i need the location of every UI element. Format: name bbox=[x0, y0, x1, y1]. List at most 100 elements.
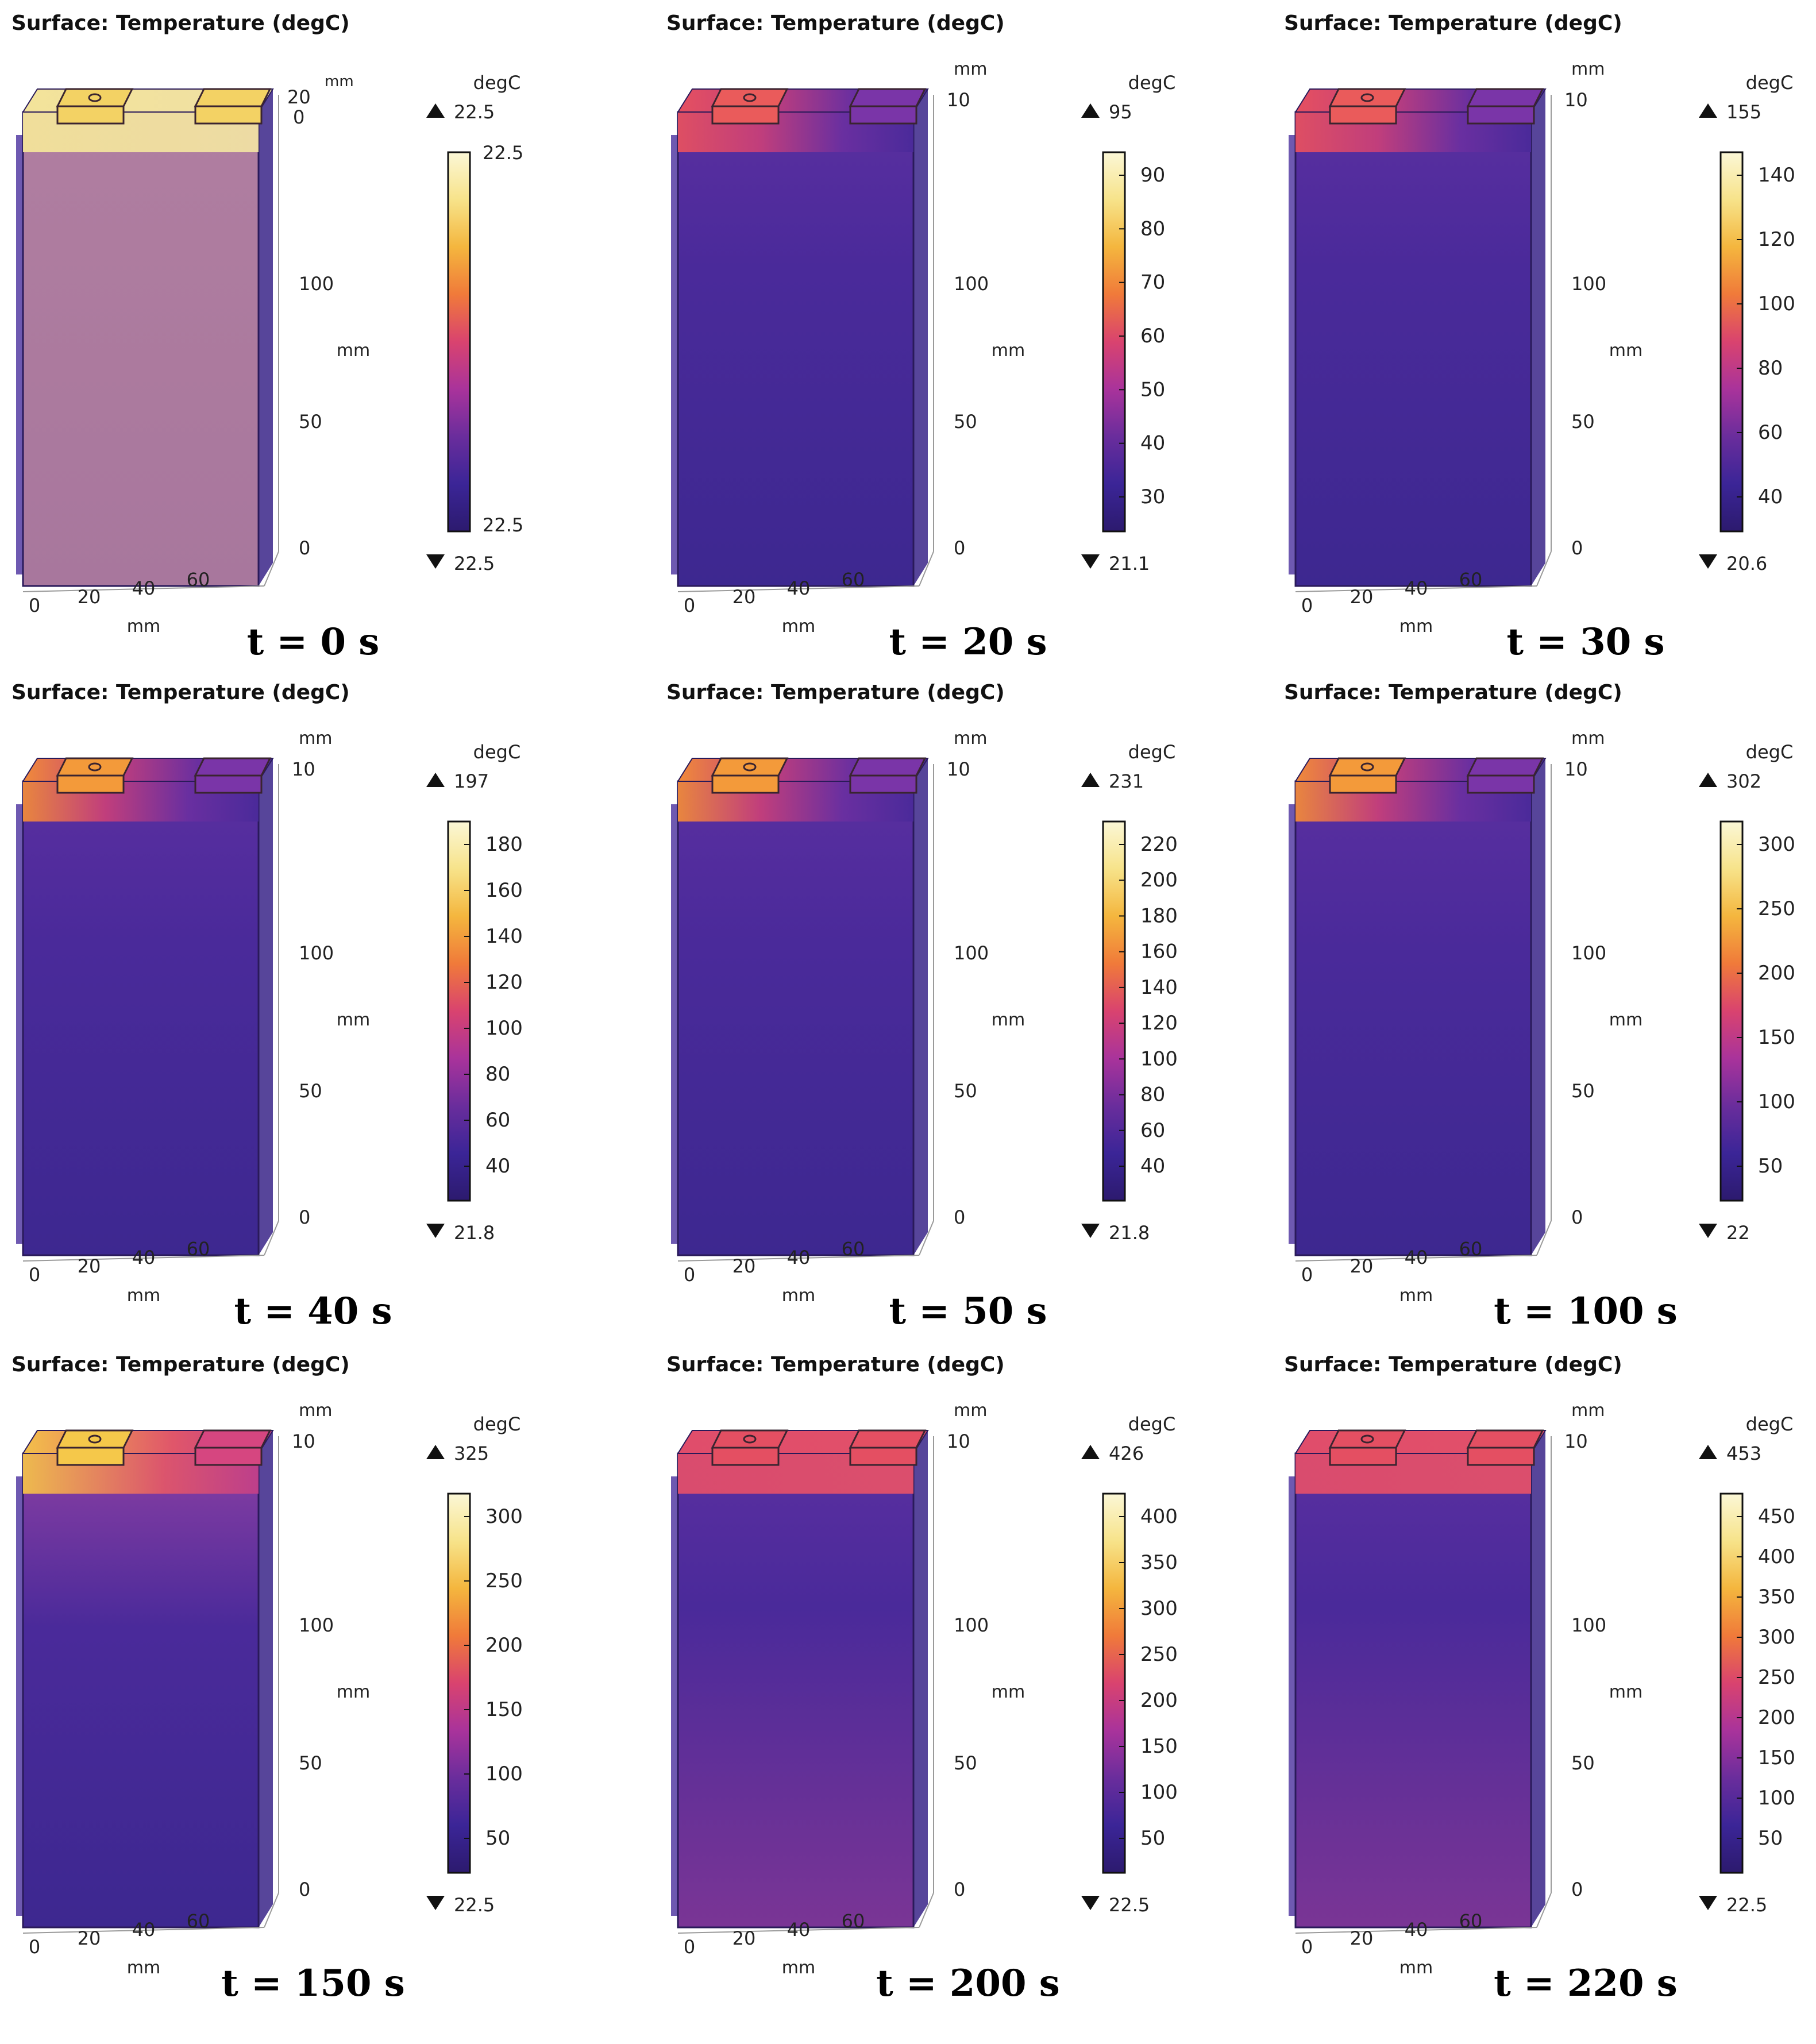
axis-box bbox=[677, 764, 934, 1262]
min-value-label: 20.6 bbox=[1726, 553, 1767, 574]
x-tick-label: 60 bbox=[842, 569, 865, 591]
x-tick-label: 60 bbox=[1459, 569, 1483, 591]
z-tick-label: 50 bbox=[954, 1752, 977, 1774]
colorbar-tick-label: 400 bbox=[1140, 1505, 1178, 1528]
plot-title: Surface: Temperature (degC) bbox=[666, 11, 1005, 35]
time-caption: t = 100 s bbox=[1494, 1290, 1678, 1333]
terminal-vent-mark bbox=[88, 762, 102, 772]
y-axis-label: mm bbox=[1571, 59, 1605, 79]
axis-box bbox=[1295, 764, 1552, 1262]
plot-panel: Surface: Temperature (degC) 0 20 40 60 mm 0 50 1… bbox=[1284, 11, 1816, 684]
time-caption: t = 220 s bbox=[1494, 1962, 1678, 2005]
terminal-negative-front bbox=[1467, 1447, 1535, 1466]
colorbar-tick-label: 150 bbox=[485, 1698, 523, 1721]
x-tick-label: 40 bbox=[132, 1247, 156, 1268]
battery-side-face bbox=[1531, 89, 1545, 586]
colorbar-unit-label: degC bbox=[1746, 741, 1794, 763]
colorbar-tick-label: 50 bbox=[1758, 1155, 1783, 1178]
max-value-label: 302 bbox=[1726, 770, 1761, 792]
plot-canvas: 0 20 40 60 mm 0 50 100 mm 10 mm degC 95 21.1 90 80 70 60 5… bbox=[671, 59, 1175, 637]
z-tick-label: 50 bbox=[299, 1080, 322, 1102]
z-tick-label: 0 bbox=[954, 1879, 965, 1900]
terminal-negative-front bbox=[849, 774, 917, 794]
colorbar-tick-label: 450 bbox=[1758, 1505, 1795, 1528]
min-triangle-icon bbox=[1699, 554, 1717, 569]
colorbar-tick-label: 50 bbox=[1140, 378, 1165, 401]
colorbar-tick-label: 250 bbox=[485, 1569, 523, 1592]
colorbar-tick-label: 200 bbox=[1758, 1706, 1795, 1729]
colorbar-tick-label: 400 bbox=[1758, 1545, 1795, 1568]
battery-front-face bbox=[1294, 1452, 1532, 1929]
z-axis-label: mm bbox=[992, 341, 1025, 361]
colorbar bbox=[447, 820, 471, 1202]
z-tick-label: 0 bbox=[299, 1879, 310, 1900]
colorbar-tick-label: 80 bbox=[1758, 357, 1783, 380]
terminal-positive-front bbox=[1329, 1447, 1397, 1466]
max-triangle-icon bbox=[1081, 773, 1100, 787]
y-axis-label: mm bbox=[954, 59, 987, 79]
z-tick-label: 50 bbox=[954, 1080, 977, 1102]
time-caption: t = 30 s bbox=[1506, 620, 1665, 664]
max-triangle-icon bbox=[426, 103, 445, 118]
x-axis-label: mm bbox=[782, 1958, 815, 1978]
x-tick-label: 60 bbox=[187, 1910, 210, 1932]
plot-canvas: 0 20 40 60 mm 0 50 100 mm 10 mm degC 453 22.5 450 400 35… bbox=[1289, 1401, 1795, 1978]
max-triangle-icon bbox=[1699, 1445, 1717, 1459]
z-tick-label: 0 bbox=[1571, 1206, 1583, 1228]
x-tick-label: 60 bbox=[842, 1910, 865, 1932]
z-tick-label: 100 bbox=[1571, 942, 1606, 964]
terminal-vent-mark bbox=[743, 1434, 757, 1444]
min-value-label: 22.5 bbox=[454, 553, 495, 574]
max-value-label: 155 bbox=[1726, 101, 1761, 123]
colorbar bbox=[1719, 820, 1744, 1202]
max-triangle-icon bbox=[1699, 773, 1717, 787]
colorbar bbox=[1719, 151, 1744, 533]
x-tick-label: 0 bbox=[29, 595, 40, 616]
x-axis-label: mm bbox=[1399, 1286, 1433, 1306]
battery-side-face bbox=[259, 89, 273, 586]
terminal-vent-mark bbox=[1360, 1434, 1374, 1444]
min-triangle-icon bbox=[426, 1224, 445, 1238]
terminal-positive-top bbox=[1328, 1429, 1406, 1449]
terminal-positive-front bbox=[711, 105, 780, 125]
terminal-vent-mark bbox=[1360, 762, 1374, 772]
colorbar-unit-label: degC bbox=[1746, 1413, 1794, 1435]
colorbar-tick-label: 50 bbox=[485, 1827, 510, 1850]
time-caption: t = 40 s bbox=[234, 1290, 392, 1333]
plot-title: Surface: Temperature (degC) bbox=[11, 1353, 350, 1376]
colorbar-tick-label: 22.5 bbox=[483, 142, 523, 164]
x-tick-label: 20 bbox=[78, 1255, 101, 1277]
x-tick-label: 40 bbox=[1405, 1247, 1428, 1268]
terminal-negative-top bbox=[1466, 757, 1544, 777]
z-tick-label: 0 bbox=[299, 1206, 310, 1228]
terminal-negative-front bbox=[849, 1447, 917, 1466]
z-tick-label: 100 bbox=[1571, 273, 1606, 295]
z-axis-label: mm bbox=[337, 1010, 370, 1030]
colorbar bbox=[1102, 151, 1126, 533]
battery-front-face bbox=[677, 111, 915, 587]
max-value-label: 325 bbox=[454, 1443, 489, 1464]
max-triangle-icon bbox=[1081, 1445, 1100, 1459]
x-tick-label: 40 bbox=[1405, 577, 1428, 599]
battery-side-face bbox=[1531, 758, 1545, 1255]
x-tick-label: 20 bbox=[78, 1927, 101, 1949]
battery-side-face bbox=[1531, 1430, 1545, 1927]
terminal-negative-top bbox=[194, 757, 272, 777]
colorbar-tick-label: 40 bbox=[1758, 485, 1783, 508]
plot-panel: Surface: Temperature (degC) 0 20 40 60 mm 0 50 1… bbox=[11, 11, 615, 684]
z-tick-label: 50 bbox=[1571, 1080, 1595, 1102]
time-caption: t = 20 s bbox=[889, 620, 1047, 664]
battery-front-face bbox=[677, 1452, 915, 1929]
z-tick-label: 0 bbox=[1571, 537, 1583, 559]
colorbar-tick-label: 150 bbox=[1140, 1735, 1178, 1758]
z-tick-label: 50 bbox=[1571, 1752, 1595, 1774]
terminal-vent-mark bbox=[88, 93, 102, 102]
plot-canvas: 0 20 40 60 mm 0 50 100 mm 10 mm degC 155 20.6 140 120 10… bbox=[1289, 59, 1795, 637]
colorbar-tick-label: 40 bbox=[1140, 432, 1165, 455]
colorbar-tick-label: 70 bbox=[1140, 271, 1165, 294]
y-axis-label: mm bbox=[954, 728, 987, 749]
x-tick-label: 20 bbox=[1350, 1255, 1374, 1277]
min-triangle-icon bbox=[426, 1896, 445, 1910]
x-axis-label: mm bbox=[127, 1286, 160, 1306]
